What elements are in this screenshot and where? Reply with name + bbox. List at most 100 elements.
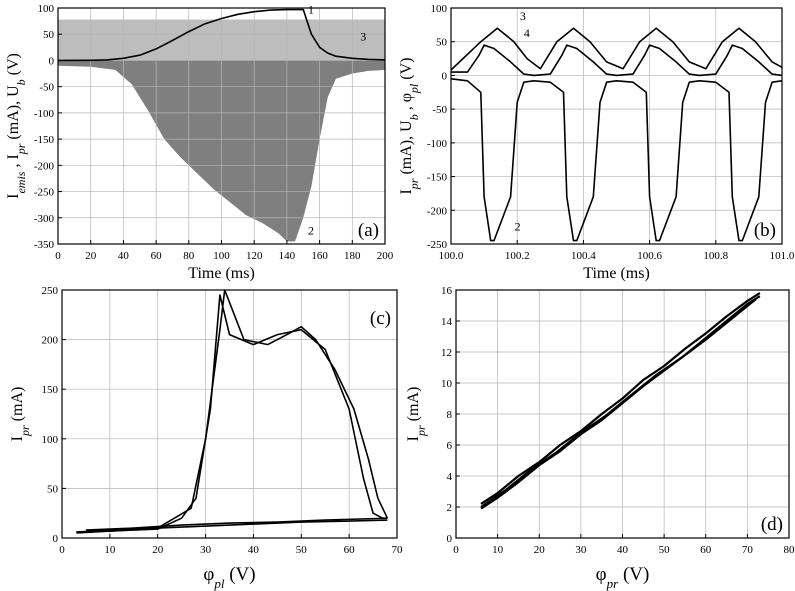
y-tick-label: 0 xyxy=(53,533,59,545)
y-tick-label: -150 xyxy=(34,134,55,146)
x-tick-label: 30 xyxy=(575,544,587,556)
gridlines xyxy=(62,290,397,538)
panel-label: (c) xyxy=(370,308,391,329)
curve-annotation: 4 xyxy=(524,26,530,40)
series-line-3 xyxy=(76,519,388,533)
series-line-3 xyxy=(451,44,783,77)
x-tick-label: 20 xyxy=(534,544,546,556)
x-tick-label: 40 xyxy=(118,250,130,262)
chart-panel-1: 0 20 40 60 80 100 120 140 160 180 200-350-300-250-… xyxy=(5,3,394,282)
series-line-2 xyxy=(450,27,783,71)
curve-annotation: 2 xyxy=(308,223,314,237)
x-tick-label: 80 xyxy=(183,250,195,262)
x-tick-label: 10 xyxy=(492,544,504,556)
x-tick-label: 30 xyxy=(200,544,212,556)
x-tick-label: 50 xyxy=(659,544,671,556)
y-tick-label: -150 xyxy=(427,172,448,184)
y-tick-label: 100 xyxy=(431,3,448,15)
y-tick-label: 0 xyxy=(442,70,448,82)
y-tick-label: 0 xyxy=(49,55,55,67)
y-tick-label: -200 xyxy=(427,205,448,217)
curve-annotation: 2 xyxy=(515,220,521,234)
x-tick-label: 70 xyxy=(742,544,754,556)
y-tick-label: 50 xyxy=(43,29,55,41)
x-tick-label: 40 xyxy=(617,544,629,556)
x-tick-label: 100 xyxy=(213,250,230,262)
panel-label: (a) xyxy=(358,220,379,241)
y-tick-label: -300 xyxy=(34,213,55,225)
y-axis-label: Ipr (mA) xyxy=(405,387,428,442)
y-tick-label: -100 xyxy=(427,138,448,150)
y-tick-label: -350 xyxy=(34,239,55,251)
x-tick-label: 100.4 xyxy=(571,250,596,262)
x-tick-label: 200 xyxy=(377,250,394,262)
x-tick-label: 120 xyxy=(246,250,263,262)
panel-label: (d) xyxy=(761,514,783,535)
y-tick-label: 100 xyxy=(42,434,59,446)
y-tick-label: 100 xyxy=(38,3,55,15)
y-tick-label: 16 xyxy=(441,285,453,297)
x-tick-label: 0 xyxy=(55,250,61,262)
y-axis-label: Ipr (mA) xyxy=(9,387,32,442)
x-tick-label: 70 xyxy=(392,544,404,556)
y-tick-label: 4 xyxy=(447,471,453,483)
x-tick-label: 60 xyxy=(344,544,356,556)
curve-annotation: 1 xyxy=(308,3,314,17)
x-tick-label: 40 xyxy=(248,544,260,556)
x-tick-label: 100.2 xyxy=(505,250,530,262)
x-tick-label: 0 xyxy=(453,544,459,556)
panel-label: (b) xyxy=(754,220,776,241)
plot-frame xyxy=(61,289,398,539)
y-tick-label: 250 xyxy=(42,285,59,297)
chart-panel-4: 0 10 20 30 40 50 60 70 80 0 2 4 6 8 10 12 14 16 φpr (V) Ipr… xyxy=(405,285,795,591)
y-tick-label: -50 xyxy=(39,82,54,94)
y-tick-label: 50 xyxy=(47,483,59,495)
y-tick-label: 50 xyxy=(436,37,448,49)
x-tick-label: 60 xyxy=(151,250,163,262)
x-tick-label: 101.0 xyxy=(770,250,795,262)
x-tick-label: 50 xyxy=(296,544,308,556)
y-tick-label: 0 xyxy=(447,533,453,545)
y-tick-label: 150 xyxy=(42,384,59,396)
series-line-3 xyxy=(480,298,757,508)
y-tick-label: 12 xyxy=(441,347,452,359)
series-line-1 xyxy=(450,78,783,242)
series-line-2 xyxy=(480,292,761,505)
x-tick-label: 0 xyxy=(59,544,65,556)
x-axis-label: Time (ms) xyxy=(583,265,650,282)
plot-frame xyxy=(450,7,783,245)
series-line-4 xyxy=(85,517,388,531)
y-tick-label: 14 xyxy=(441,316,453,328)
x-tick-label: 100.8 xyxy=(703,250,728,262)
gridlines xyxy=(451,8,782,244)
x-tick-label: 80 xyxy=(784,544,795,556)
x-tick-label: 20 xyxy=(85,250,97,262)
x-tick-label: 100.6 xyxy=(637,250,662,262)
plot-area xyxy=(451,8,782,244)
x-tick-label: 100.0 xyxy=(439,250,464,262)
x-tick-label: 180 xyxy=(344,250,361,262)
x-tick-label: 20 xyxy=(152,544,164,556)
x-tick-label: 160 xyxy=(311,250,328,262)
y-axis-label: Iemis , Ipr (mA), Ub (V) xyxy=(5,53,28,199)
y-tick-label: -50 xyxy=(432,104,447,116)
series-line-2 xyxy=(76,294,388,534)
x-tick-label: 140 xyxy=(279,250,296,262)
y-tick-label: -250 xyxy=(427,239,448,251)
x-tick-label: 60 xyxy=(700,544,712,556)
chart-panel-3: 0 10 20 30 40 50 60 70 0 50 100 150 200 250 φpl (V) Ipr… xyxy=(9,285,403,591)
y-tick-label: -100 xyxy=(34,108,55,120)
chart-panel-2: 100.0 100.2 100.4 100.6 100.8 101.0 -250 -200 -1… xyxy=(398,3,795,282)
y-tick-label: 2 xyxy=(447,502,453,514)
y-tick-label: 10 xyxy=(441,378,453,390)
series-line-1 xyxy=(76,289,389,533)
y-tick-label: 6 xyxy=(447,440,453,452)
curve-annotation: 3 xyxy=(360,30,366,44)
series-line-1 xyxy=(57,8,386,62)
y-tick-label: -250 xyxy=(34,187,55,199)
y-tick-label: 200 xyxy=(42,335,59,347)
x-axis-label: φpl (V) xyxy=(203,564,255,591)
y-tick-label: -200 xyxy=(34,160,55,172)
y-axis-label: Ipr (mA), Ub , φpl (V) xyxy=(398,57,421,194)
x-tick-label: 10 xyxy=(104,544,116,556)
